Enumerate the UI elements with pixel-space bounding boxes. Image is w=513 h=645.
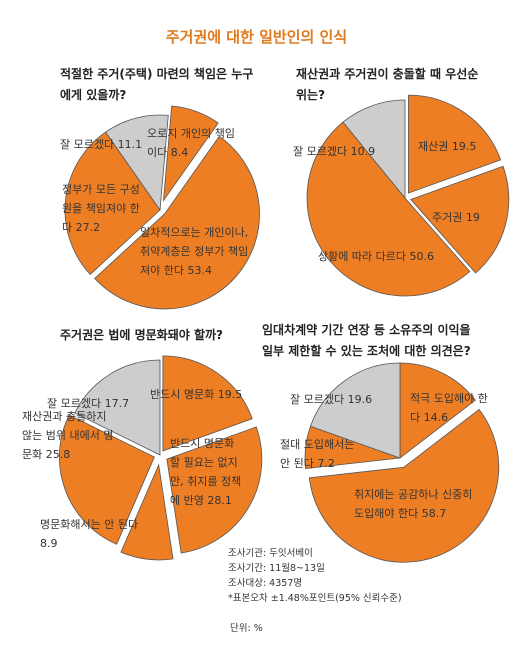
pie-chart-3: 반드시 명문화 19.5 반드시 명문화 할 필요는 없지 만, 취지를 정책 에 반영… [22,355,263,561]
question-3: 주거권은 법에 명문화돼야 할까? [60,325,223,346]
note-sample: 조사대상: 4357명 [228,578,303,589]
pie-3-label-3: 명문화해서는 안 된다 8.9 [40,517,138,550]
pie-3-slice-2 [166,426,263,554]
pie-3-label-1: 반드시 명문화 19.5 [150,388,242,401]
question-2: 재산권과 주거권이 충돌할 때 우선순 위는? [296,64,478,106]
pie-4-label-3: 절대 도입해서는 안 된다 7.2 [280,437,354,470]
pie-2-label-1: 재산권 19.5 [418,140,476,153]
pie-2-slice-1 [408,94,502,194]
pie-3-slice-5 [74,359,161,456]
pie-2-label-3: 상황에 따라 다르다 50.6 [318,250,434,263]
pie-3-slice-1 [162,355,253,452]
pie-2-label-4: 잘 모르겠다 10.9 [293,145,375,158]
pie-1-slice-1 [162,105,219,203]
pie-4-label-2: 취지에는 공감하나 신중히 도입해야 한다 58.7 [354,487,472,520]
pie-4-label-4: 잘 모르겠다 19.6 [290,393,372,406]
pie-4-slice-2 [308,408,500,563]
pie-4-slice-4 [309,362,401,459]
pie-3-label-5: 잘 모르겠다 17.7 [47,397,129,410]
note-agency: 조사기관: 두잇서베이 [228,548,313,559]
pie-chart-1: 오로지 개인의 책임 이다 8.4 일차적으로는 개인이나, 취약계층은 정부가 책임… [60,105,260,310]
note-error: *표본오차 ±1.48%포인트(95% 신뢰수준) [228,593,402,604]
pie-1-slice-2 [94,135,260,310]
question-2-line-1: 재산권과 주거권이 충돌할 때 우선순 [296,67,479,81]
pie-3-label-2: 반드시 명문화 할 필요는 없지 만, 취지를 정책 에 반영 28.1 [170,437,241,507]
question-4-line-2: 일부 제한할 수 있는 조처에 대한 의견은? [262,344,471,358]
pie-1-label-1: 오로지 개인의 책임 이다 8.4 [147,127,235,159]
pie-chart-2: 재산권 19.5 주거권 19 상황에 따라 다르다 50.6 잘 모르겠다 10.9 [293,94,510,297]
question-4: 임대차계약 기간 연장 등 소유주의 이익을 일부 제한할 수 있는 조처에 대… [262,320,471,362]
pie-2-label-2: 주거권 19 [432,211,480,224]
question-4-line-1: 임대차계약 기간 연장 등 소유주의 이익을 [262,323,471,337]
pie-1-slice-3 [64,131,161,276]
question-1: 적절한 주거(주택) 마련의 책임은 누구 에게 있을까? [60,64,253,106]
survey-notes: 조사기관: 두잇서베이 조사기간: 11월8~13일 조사대상: 4357명 *… [228,546,402,606]
pie-3-slice-4 [59,414,155,545]
pie-3-slice-3 [120,463,174,561]
question-1-line-1: 적절한 주거(주택) 마련의 책임은 누구 [60,67,254,81]
note-period: 조사기간: 11월8~13일 [228,563,325,574]
question-2-line-2: 위는? [296,88,326,102]
unit-label: 단위: % [230,623,263,634]
pie-2-slice-3 [306,121,471,297]
pie-4-slice-1 [399,362,476,459]
question-1-line-2: 에게 있을까? [60,88,127,102]
page-title: 주거권에 대한 일반인의 인식 [165,28,348,46]
pie-3-label-4: 재산권과 충돌하지 않는 범위 내에서 명 문화 25.8 [22,409,113,461]
pie-2-slice-2 [410,165,510,274]
question-3-line-1: 주거권은 법에 명문화돼야 할까? [60,328,224,342]
pie-2-slice-4 [342,99,406,200]
pie-1-slice-4 [105,114,169,212]
pie-1-label-2: 일차적으로는 개인이나, 취약계층은 정부가 책임 져야 한다 53.4 [140,225,248,277]
pie-1-label-4: 잘 모르겠다 11.1 [60,138,142,151]
